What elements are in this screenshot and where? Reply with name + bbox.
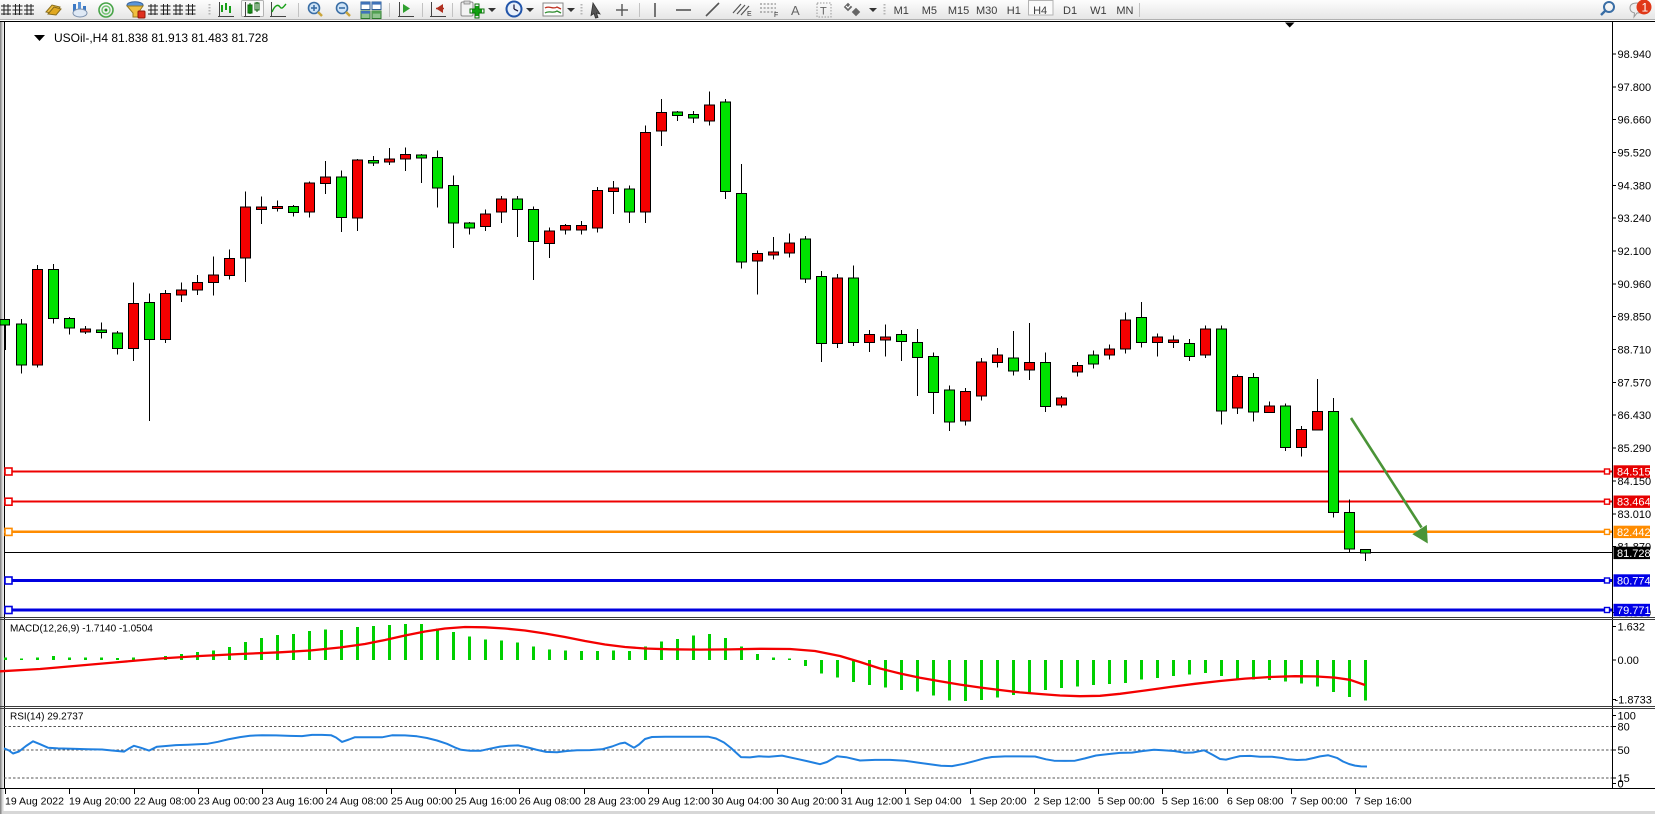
svg-text:15: 15 <box>1618 773 1630 785</box>
svg-text:29 Aug 12:00: 29 Aug 12:00 <box>648 796 710 808</box>
svg-text:22 Aug 08:00: 22 Aug 08:00 <box>134 796 196 808</box>
svg-text:-1.8733: -1.8733 <box>1615 695 1652 707</box>
svg-text:5 Sep 16:00: 5 Sep 16:00 <box>1162 796 1219 808</box>
svg-text:96.660: 96.660 <box>1618 115 1652 127</box>
svg-text:97.800: 97.800 <box>1618 82 1652 94</box>
svg-text:89.850: 89.850 <box>1618 312 1652 324</box>
svg-text:USOil-,H4 81.838 81.913 81.48: USOil-,H4 81.838 81.913 81.483 81.728 <box>54 31 268 45</box>
svg-text:31 Aug 12:00: 31 Aug 12:00 <box>841 796 903 808</box>
svg-text:83.464: 83.464 <box>1617 497 1651 509</box>
svg-text:H4: H4 <box>1033 5 1047 17</box>
svg-text:85.290: 85.290 <box>1618 443 1652 455</box>
svg-text:92.100: 92.100 <box>1618 246 1652 258</box>
svg-text:94.380: 94.380 <box>1618 180 1652 192</box>
svg-text:5 Sep 00:00: 5 Sep 00:00 <box>1098 796 1155 808</box>
svg-text:83.010: 83.010 <box>1618 509 1652 521</box>
svg-text:A: A <box>791 3 800 18</box>
svg-text:80: 80 <box>1618 722 1630 734</box>
svg-text:50: 50 <box>1618 745 1630 757</box>
svg-text:30 Aug 20:00: 30 Aug 20:00 <box>777 796 839 808</box>
svg-text:M5: M5 <box>922 5 937 17</box>
svg-text:100: 100 <box>1618 711 1636 723</box>
svg-text:M1: M1 <box>894 5 909 17</box>
svg-text:6 Sep 08:00: 6 Sep 08:00 <box>1227 796 1284 808</box>
svg-text:90.960: 90.960 <box>1618 279 1652 291</box>
svg-text:T: T <box>820 6 827 18</box>
svg-text:D1: D1 <box>1063 5 1077 17</box>
svg-text:80.774: 80.774 <box>1617 576 1651 588</box>
svg-text:0.00: 0.00 <box>1618 655 1639 667</box>
svg-text:25 Aug 16:00: 25 Aug 16:00 <box>455 796 517 808</box>
svg-text:W1: W1 <box>1090 5 1107 17</box>
svg-text:F: F <box>774 12 778 19</box>
svg-text:1 Sep 04:00: 1 Sep 04:00 <box>905 796 962 808</box>
svg-text:98.940: 98.940 <box>1618 49 1652 61</box>
svg-text:1: 1 <box>1642 1 1649 15</box>
svg-text:23 Aug 16:00: 23 Aug 16:00 <box>262 796 324 808</box>
svg-text:84.150: 84.150 <box>1618 476 1652 488</box>
svg-text:84.515: 84.515 <box>1617 467 1651 479</box>
svg-text:H1: H1 <box>1007 5 1021 17</box>
svg-text:M15: M15 <box>948 5 969 17</box>
svg-text:30 Aug 04:00: 30 Aug 04:00 <box>712 796 774 808</box>
svg-text:26 Aug 08:00: 26 Aug 08:00 <box>519 796 581 808</box>
svg-text:24 Aug 08:00: 24 Aug 08:00 <box>326 796 388 808</box>
svg-text:7 Sep 00:00: 7 Sep 00:00 <box>1291 796 1348 808</box>
svg-text:23 Aug 00:00: 23 Aug 00:00 <box>198 796 260 808</box>
svg-text:81.728: 81.728 <box>1617 548 1651 560</box>
svg-text:79.771: 79.771 <box>1617 605 1651 617</box>
svg-text:MN: MN <box>1116 5 1133 17</box>
svg-text:0: 0 <box>1618 779 1624 791</box>
svg-text:MACD(12,26,9) -1.7140 -1.0504: MACD(12,26,9) -1.7140 -1.0504 <box>10 624 153 635</box>
svg-text:95.520: 95.520 <box>1618 148 1652 160</box>
svg-text:86.430: 86.430 <box>1618 410 1652 422</box>
svg-text:M30: M30 <box>976 5 997 17</box>
svg-text:1.632: 1.632 <box>1618 622 1646 634</box>
svg-text:19 Aug 2022: 19 Aug 2022 <box>5 796 64 808</box>
svg-text:25 Aug 00:00: 25 Aug 00:00 <box>391 796 453 808</box>
svg-text:93.240: 93.240 <box>1618 213 1652 225</box>
svg-text:E: E <box>747 11 752 18</box>
svg-text:82.442: 82.442 <box>1617 527 1651 539</box>
svg-text:7 Sep 16:00: 7 Sep 16:00 <box>1355 796 1412 808</box>
svg-text:1 Sep 20:00: 1 Sep 20:00 <box>970 796 1027 808</box>
svg-text:88.710: 88.710 <box>1618 345 1652 357</box>
svg-text:28 Aug 23:00: 28 Aug 23:00 <box>584 796 646 808</box>
svg-text:2 Sep 12:00: 2 Sep 12:00 <box>1034 796 1091 808</box>
svg-text:19 Aug 20:00: 19 Aug 20:00 <box>69 796 131 808</box>
svg-text:RSI(14) 29.2737: RSI(14) 29.2737 <box>10 712 84 723</box>
svg-text:87.570: 87.570 <box>1618 377 1652 389</box>
